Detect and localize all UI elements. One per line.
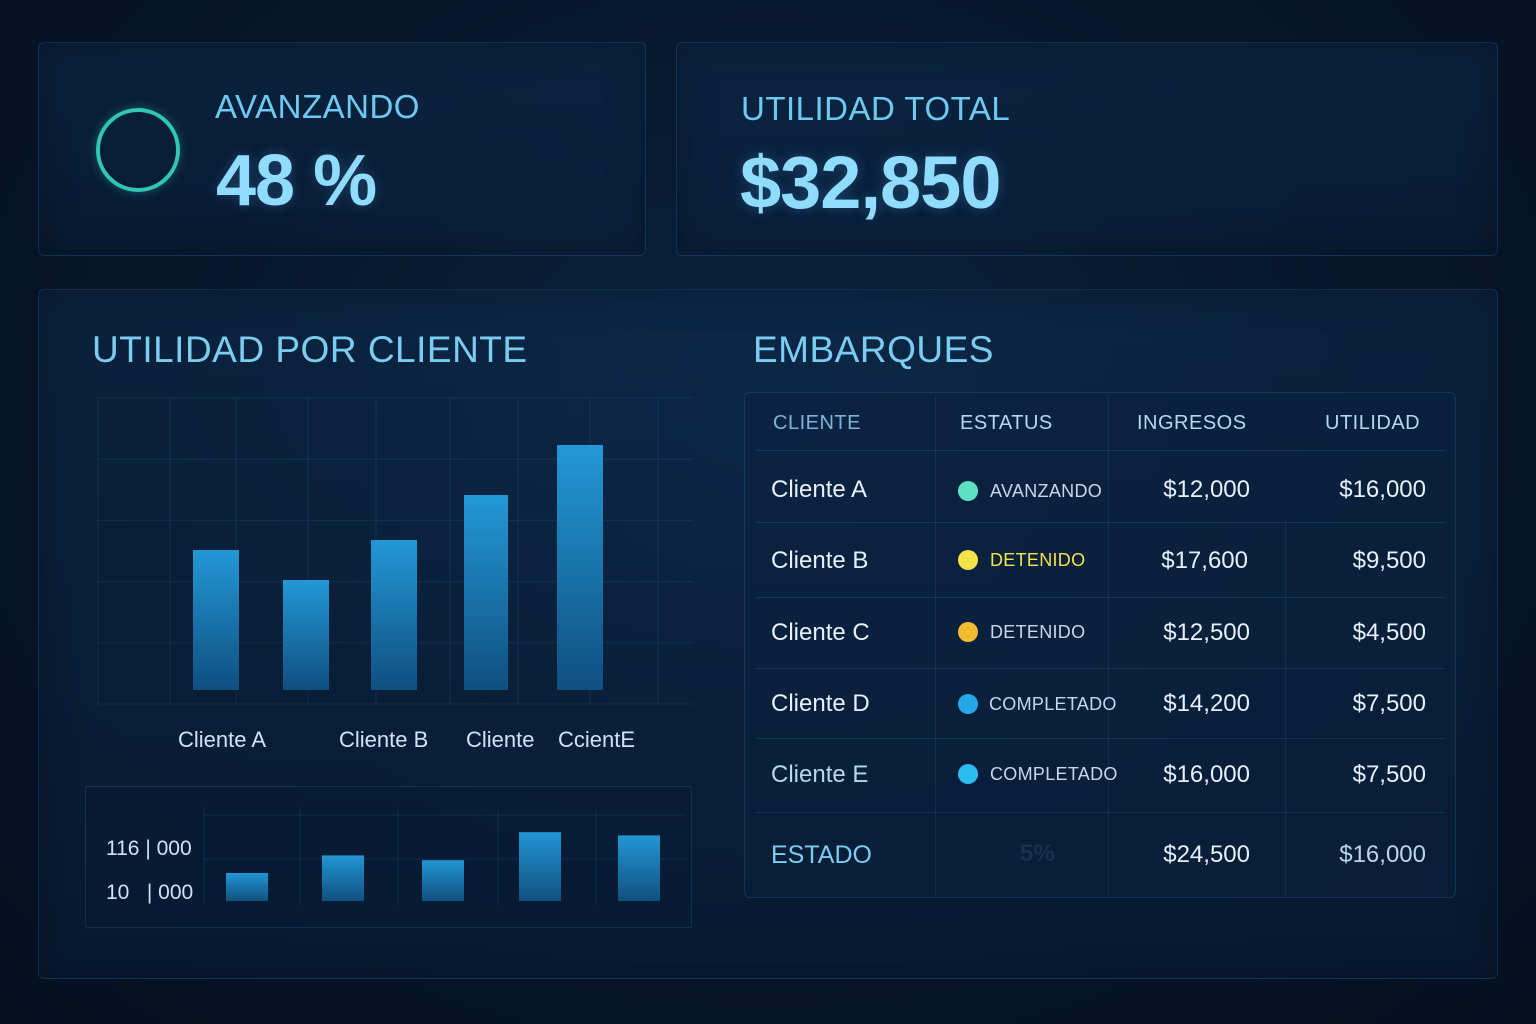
progress-ring-icon: [96, 108, 180, 192]
shipments-table: [744, 392, 1456, 898]
row-b-utilidad: $9,500: [1352, 547, 1426, 574]
mini-chart-bar: [226, 873, 268, 901]
table-title: EMBARQUES: [753, 329, 994, 370]
footer-utilidad: $16,000: [1339, 841, 1426, 868]
mini-chart-bar: [519, 832, 561, 901]
chart-bar: [557, 445, 603, 690]
chart-bar: [371, 540, 417, 690]
row-divider: [756, 738, 1446, 739]
status-dot-icon: [958, 622, 978, 642]
row-e-cliente[interactable]: Cliente E: [771, 761, 869, 788]
row-c-utilidad: $4,500: [1352, 619, 1426, 646]
row-a-status: AVANZANDO: [990, 481, 1103, 501]
chart-bar: [464, 495, 508, 690]
mini-y-tick-label: 116 | 000: [106, 837, 192, 860]
x-label-cliente-b: Cliente B: [339, 727, 429, 752]
x-label-cliente: Cliente: [466, 727, 535, 752]
column-divider: [935, 395, 936, 895]
mini-y-tick-label: 10 | 000: [106, 881, 193, 904]
column-divider: [1108, 395, 1109, 895]
row-divider: [756, 668, 1446, 669]
chart-title: UTILIDAD POR CLIENTE: [92, 329, 528, 370]
row-divider: [756, 450, 1446, 451]
chart-bar: [283, 580, 329, 690]
profit-by-client-chart: [97, 397, 693, 705]
progress-label: AVANZANDO: [215, 88, 420, 125]
row-a-cliente[interactable]: Cliente A: [771, 476, 868, 503]
row-c-ingresos: $12,500: [1163, 619, 1250, 646]
total-profit-value: $32,850: [740, 141, 1001, 224]
row-b-cliente[interactable]: Cliente B: [771, 547, 869, 574]
row-e-status: COMPLETADO: [990, 764, 1118, 784]
row-divider: [756, 812, 1446, 813]
row-b-status: DETENIDO: [990, 550, 1086, 570]
row-d-cliente[interactable]: Cliente D: [771, 690, 870, 717]
status-dot-icon: [958, 550, 978, 570]
row-a-ingresos: $12,000: [1163, 476, 1250, 503]
column-divider: [1285, 520, 1286, 895]
mini-chart-bar: [618, 835, 660, 901]
row-divider: [756, 597, 1446, 598]
mini-chart-bar: [322, 855, 364, 901]
row-e-ingresos: $16,000: [1163, 761, 1250, 788]
mini-bar-chart: 116 | 000 10 | 000: [106, 807, 686, 905]
status-dot-icon: [958, 481, 978, 501]
row-e-utilidad: $7,500: [1352, 761, 1426, 788]
header-utilidad[interactable]: UTILIDAD: [1325, 412, 1421, 434]
mini-chart-bar: [422, 860, 464, 901]
mini-chart-panel: 116 | 000 10 | 000: [85, 786, 692, 928]
footer-faded-percent: 5%: [1020, 840, 1055, 867]
status-dot-icon: [958, 764, 978, 784]
status-dot-icon: [958, 694, 978, 714]
header-cliente[interactable]: CLIENTE: [773, 412, 861, 434]
row-d-ingresos: $14,200: [1163, 690, 1250, 717]
row-c-status: DETENIDO: [990, 622, 1086, 642]
row-b-ingresos: $17,600: [1161, 547, 1248, 574]
progress-value: 48 %: [216, 141, 377, 221]
header-estatus[interactable]: ESTATUS: [960, 412, 1053, 434]
row-d-status: COMPLETADO: [989, 694, 1117, 714]
footer-ingresos: $24,500: [1163, 841, 1250, 868]
row-divider: [756, 522, 1446, 523]
main-panel: [38, 289, 1498, 979]
footer-label: ESTADO: [771, 841, 872, 869]
row-d-utilidad: $7,500: [1352, 690, 1426, 717]
total-profit-card: [676, 42, 1498, 256]
x-label-cliente-a: Cliente A: [178, 727, 267, 752]
total-profit-label: UTILIDAD TOTAL: [741, 90, 1011, 127]
header-ingresos[interactable]: INGRESOS: [1137, 412, 1247, 434]
row-c-cliente[interactable]: Cliente C: [771, 619, 870, 646]
x-label-ccliente: CcientE: [558, 727, 636, 752]
row-a-utilidad: $16,000: [1339, 476, 1426, 503]
chart-bar: [193, 550, 239, 690]
